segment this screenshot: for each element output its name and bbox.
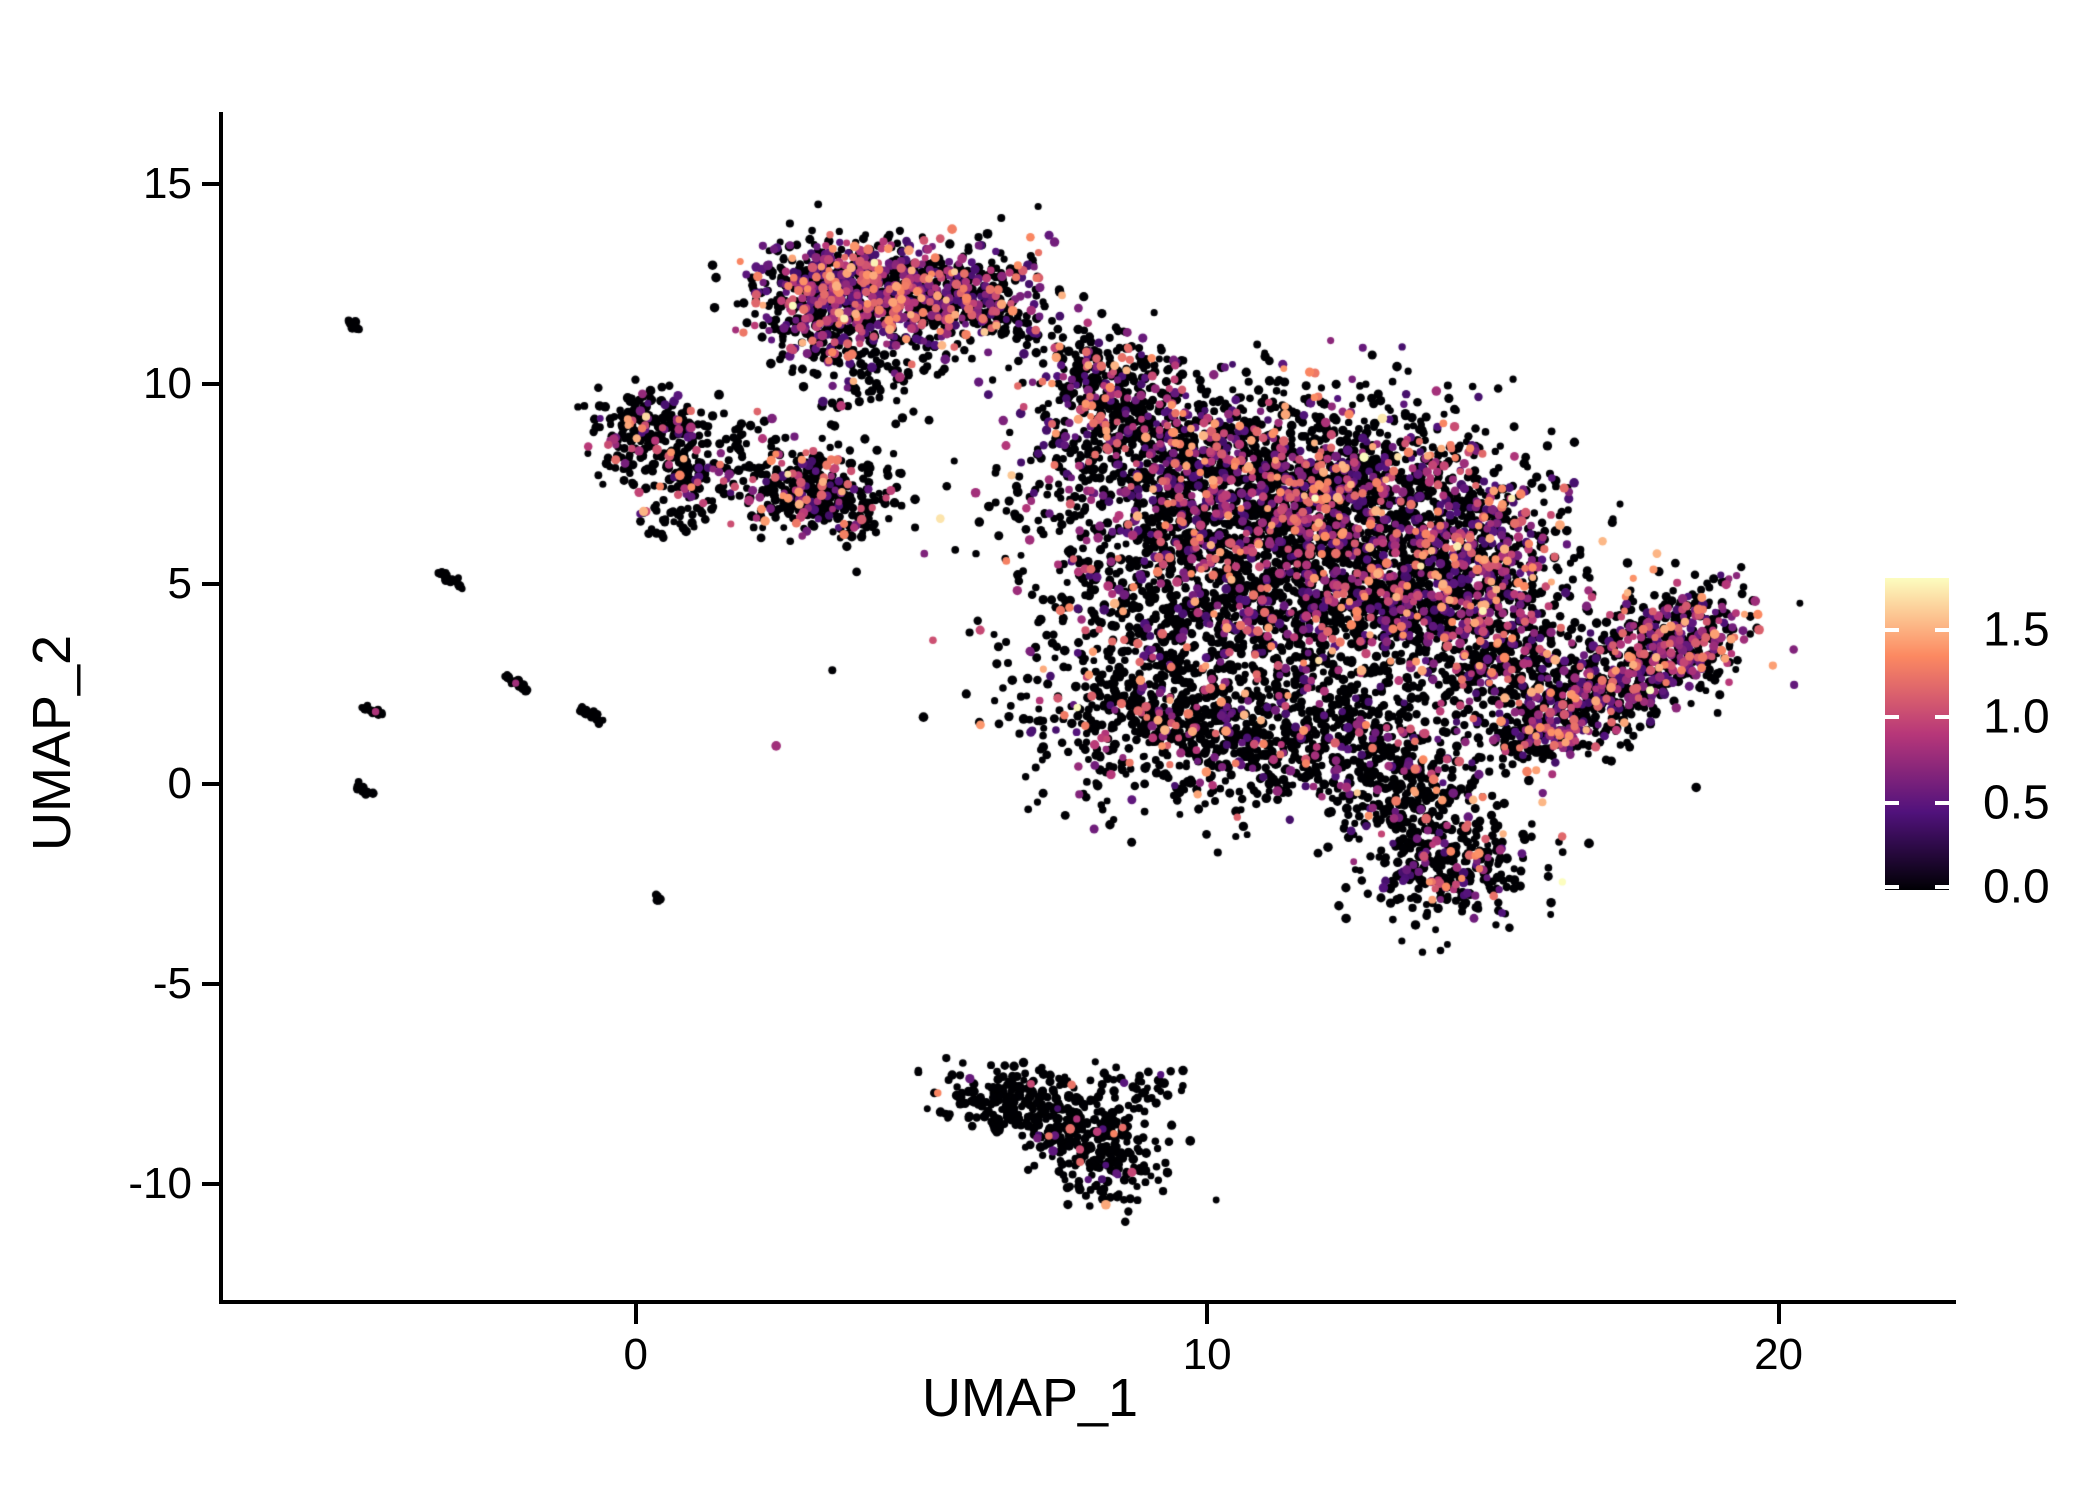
colorbar-tick-mark xyxy=(1885,714,1899,719)
y-tick-label: 5 xyxy=(167,559,192,608)
x-axis-line xyxy=(219,1300,1956,1304)
y-tick-label: -5 xyxy=(152,959,192,1008)
colorbar-tick-label: 0.5 xyxy=(1983,776,2050,830)
y-tick-label: 0 xyxy=(167,759,192,808)
y-tick-label: 10 xyxy=(143,359,192,408)
x-tick-mark xyxy=(1205,1304,1210,1324)
x-tick-mark xyxy=(633,1304,638,1324)
colorbar-tick-mark xyxy=(1885,885,1899,889)
colorbar-tick-label: 1.5 xyxy=(1983,603,2050,657)
x-tick-label: 20 xyxy=(1754,1330,1804,1379)
y-tick-mark xyxy=(202,182,220,186)
colorbar-tick-label: 0.0 xyxy=(1983,860,2050,914)
y-tick-mark xyxy=(202,982,220,986)
colorbar-tick-label: 1.0 xyxy=(1983,690,2050,744)
y-tick-mark xyxy=(202,582,220,586)
y-tick-mark xyxy=(202,382,220,386)
x-tick-label: 10 xyxy=(1182,1330,1232,1379)
colorbar-tick-mark xyxy=(1885,801,1899,806)
y-tick-label: 15 xyxy=(143,159,192,208)
y-axis-title: UMAP_2 xyxy=(22,634,82,852)
colorbar-tick-mark xyxy=(1935,801,1949,806)
x-tick-label: 0 xyxy=(623,1330,648,1379)
colorbar xyxy=(1885,578,1949,890)
colorbar-tick-mark xyxy=(1935,628,1949,632)
y-tick-label: -10 xyxy=(128,1159,192,1208)
colorbar-tick-mark xyxy=(1935,885,1949,889)
y-axis-line xyxy=(219,112,223,1304)
y-tick-mark xyxy=(202,782,220,786)
y-tick-mark xyxy=(202,1182,220,1186)
x-tick-mark xyxy=(1776,1304,1781,1324)
colorbar-tick-mark xyxy=(1885,628,1899,632)
colorbar-tick-mark xyxy=(1935,714,1949,719)
x-axis-title: UMAP_1 xyxy=(921,1368,1139,1428)
